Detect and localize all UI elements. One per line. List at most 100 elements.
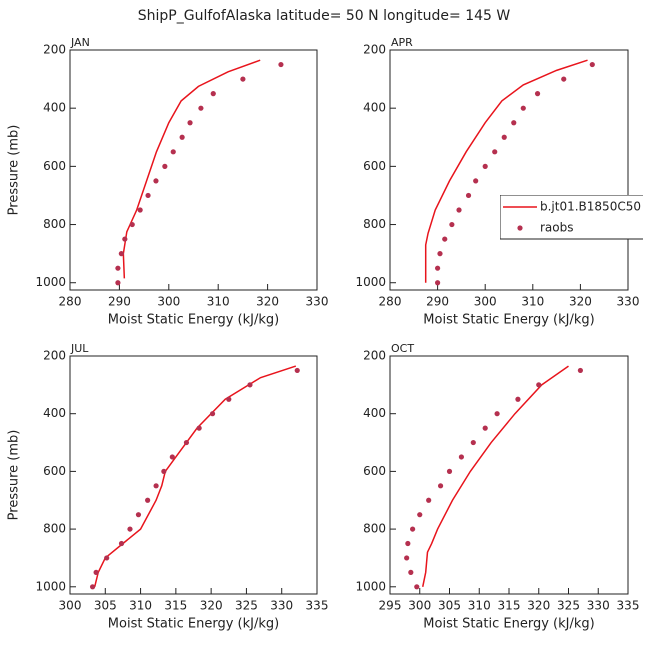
raob-point [161, 468, 167, 474]
raob-point [210, 91, 216, 97]
y-tick-label: 600 [43, 159, 66, 173]
panel-title: APR [391, 36, 413, 49]
x-tick-label: 330 [617, 295, 640, 309]
raob-point [405, 540, 411, 547]
y-tick-label: 1000 [355, 579, 386, 593]
raob-point [442, 236, 448, 242]
raob-point [135, 512, 142, 518]
raob-point [122, 236, 128, 242]
figure-title: ShipP_GulfofAlaska latitude= 50 N longit… [138, 8, 511, 24]
x-axis-title: Moist Static Energy (kJ/kg) [108, 313, 279, 328]
raob-point [426, 497, 432, 503]
legend-box [500, 195, 643, 240]
x-tick-label: 335 [306, 599, 329, 613]
x-tick-label: 310 [129, 599, 152, 613]
legend-label: raobs [540, 221, 574, 235]
panel-title: OCT [391, 342, 414, 355]
raob-point [494, 411, 500, 417]
raob-point [458, 454, 464, 460]
raob-point [414, 584, 420, 590]
raob-point [437, 483, 444, 489]
x-tick-label: 325 [557, 599, 580, 613]
raob-point [511, 120, 517, 126]
raob-point [104, 555, 110, 561]
profile-line [93, 365, 297, 587]
raob-point [482, 163, 488, 169]
x-tick-label: 320 [569, 295, 592, 309]
x-tick-label: 310 [468, 599, 491, 613]
x-tick-label: 330 [306, 295, 329, 309]
raob-point [179, 134, 185, 140]
profile-line [122, 59, 261, 279]
raob-point [577, 367, 584, 374]
raob-point [534, 91, 541, 97]
y-tick-label: 1000 [355, 275, 386, 289]
x-tick-label: 295 [379, 599, 402, 613]
x-tick-label: 325 [235, 599, 258, 613]
raob-point [127, 526, 133, 532]
y-tick-label: 400 [363, 406, 386, 420]
raob-point [145, 497, 151, 503]
raob-point [465, 192, 472, 199]
raob-point [501, 134, 507, 140]
raob-point [456, 207, 462, 213]
y-tick-label: 200 [43, 43, 66, 57]
raob-point [145, 192, 151, 199]
raob-point [129, 221, 135, 228]
plot-frame [389, 49, 629, 291]
y-tick-label: 800 [363, 217, 386, 231]
raob-point [115, 280, 121, 286]
y-tick-label: 200 [363, 43, 386, 57]
raob-point [169, 454, 175, 460]
y-tick-label: 600 [363, 159, 386, 173]
raob-point [93, 569, 99, 575]
x-tick-label: 305 [438, 599, 461, 613]
raob-point [153, 178, 159, 184]
raob-point [196, 425, 202, 431]
raob-point [404, 555, 410, 561]
raob-point [417, 512, 423, 518]
raob-point [482, 425, 488, 431]
raob-point [561, 76, 567, 82]
raob-point [247, 382, 253, 388]
x-tick-label: 330 [587, 599, 610, 613]
y-tick-label: 600 [363, 464, 386, 478]
y-tick-label: 800 [43, 217, 66, 231]
raob-point [520, 105, 526, 111]
plot-frame [69, 355, 318, 595]
x-tick-label: 290 [108, 295, 131, 309]
raob-point [435, 265, 441, 271]
x-tick-label: 280 [379, 295, 402, 309]
raob-point [408, 569, 414, 575]
raob-point [536, 382, 542, 388]
x-tick-label: 280 [59, 295, 82, 309]
raob-point [162, 163, 168, 169]
raob-point [118, 251, 124, 257]
x-axis-title: Moist Static Energy (kJ/kg) [108, 617, 279, 632]
plot-frame [389, 355, 629, 595]
raob-point [170, 149, 176, 155]
raob-point [198, 105, 204, 111]
x-tick-label: 315 [498, 599, 521, 613]
y-tick-label: 400 [43, 101, 66, 115]
x-tick-label: 310 [207, 295, 230, 309]
x-tick-label: 300 [59, 599, 82, 613]
y-tick-label: 400 [363, 101, 386, 115]
x-tick-label: 330 [270, 599, 293, 613]
x-axis-title: Moist Static Energy (kJ/kg) [423, 617, 594, 632]
raob-point [137, 207, 143, 213]
legend: b.jt01.B1850C50 raobs [500, 195, 643, 240]
x-tick-label: 320 [256, 295, 279, 309]
x-tick-label: 305 [94, 599, 117, 613]
y-tick-label: 600 [43, 464, 66, 478]
raob-point [294, 367, 300, 374]
y-tick-label: 1000 [35, 579, 66, 593]
panel-title: JUL [70, 342, 89, 355]
y-tick-label: 800 [363, 522, 386, 536]
raob-point [183, 439, 190, 446]
raob-point [470, 439, 476, 446]
raob-point [410, 526, 416, 532]
raob-point [153, 483, 159, 489]
x-tick-label: 320 [200, 599, 223, 613]
raob-point [515, 396, 521, 402]
